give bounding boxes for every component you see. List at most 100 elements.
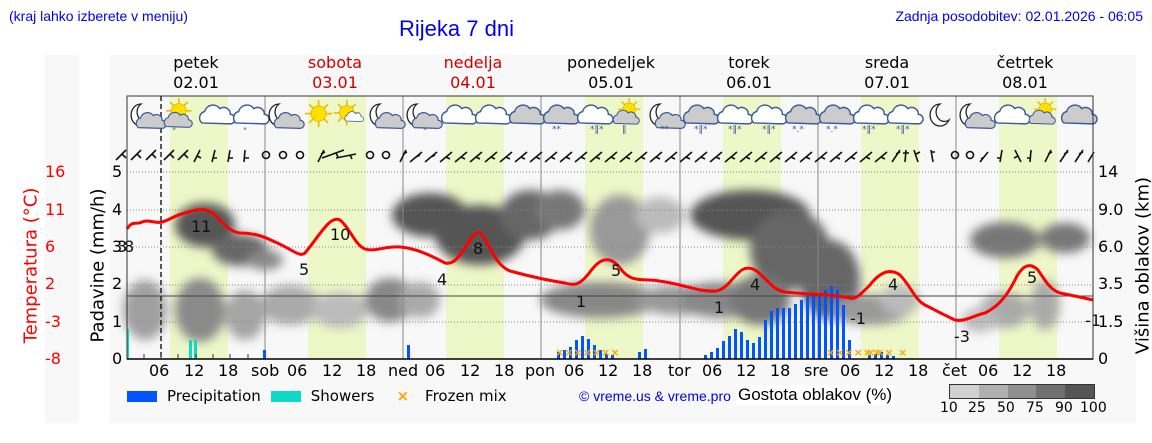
temp-tick: 2 xyxy=(45,274,56,293)
precip-tick: 2 xyxy=(112,274,123,293)
svg-text:*‖*: *‖* xyxy=(694,125,708,135)
svg-text:*‖*: *‖* xyxy=(728,125,742,135)
density-tick: 100 xyxy=(1080,400,1107,416)
legend-showers: Showers xyxy=(310,387,375,405)
x-minor-ticks xyxy=(143,354,249,359)
x-tick: 12 xyxy=(184,361,205,380)
svg-text:××××××: ×××××× xyxy=(826,346,881,359)
svg-text:5: 5 xyxy=(299,260,309,279)
cloud-tick: 14 xyxy=(1098,162,1119,181)
density-10-25 xyxy=(950,385,979,398)
precip-tick: 5 xyxy=(112,162,123,181)
x-tick: 18 xyxy=(356,361,377,380)
svg-text:5: 5 xyxy=(611,261,621,280)
density-90-100 xyxy=(1065,385,1094,398)
density-tick: 50 xyxy=(997,400,1015,416)
precip-tick: 3 xyxy=(112,237,123,256)
svg-text:10: 10 xyxy=(330,225,350,244)
precipitation-swatch xyxy=(127,390,157,402)
weather-icons-row: " " " ** *‖* ‖ ** *‖* *‖* *‖* *.* *.* *‖* *‖* xyxy=(130,97,1098,137)
svg-text:8: 8 xyxy=(473,239,483,258)
svg-text:11: 11 xyxy=(191,217,211,236)
temp-tick: 16 xyxy=(45,162,66,181)
density-50-75 xyxy=(1007,385,1037,398)
day-headers: petek 02.01 sobota 03.01 nedelja 04.01 pone… xyxy=(127,53,1093,93)
svg-text:4: 4 xyxy=(750,275,760,294)
x-tick: 18 xyxy=(494,361,515,380)
location-hint-link[interactable]: (kraj lahko izberete v meniju) xyxy=(9,8,188,24)
x-tick: 06 xyxy=(564,361,585,380)
svg-text:×××××××: ××××××× xyxy=(555,346,620,359)
cloud-tick: 3.5 xyxy=(1098,274,1124,293)
day-header-tue: torek 06.01 xyxy=(726,53,772,92)
temperature-labels: 3 8 11 5 10 4 8 1 5 1 4 -1 4 -3 5 -1 xyxy=(117,217,1101,346)
svg-text:‖: ‖ xyxy=(622,125,627,135)
temp-tick: 11 xyxy=(45,200,66,219)
day-header-mon: ponedeljek 05.01 xyxy=(567,53,655,92)
day-header-sun: nedelja 04.01 xyxy=(443,53,503,92)
svg-text:": " xyxy=(172,127,176,137)
svg-text:8: 8 xyxy=(124,237,134,256)
density-tick: 10 xyxy=(940,400,958,416)
x-tick: sre xyxy=(804,361,829,380)
svg-text:*.*: *.* xyxy=(826,125,838,135)
x-tick: 06 xyxy=(978,361,999,380)
x-tick: 12 xyxy=(460,361,481,380)
temp-tick: -3 xyxy=(45,312,61,331)
precip-tick: 0 xyxy=(112,349,123,368)
wind-barbs-row xyxy=(115,149,1095,163)
cloud-tick: 0 xyxy=(1098,349,1109,368)
precip-tick: 4 xyxy=(112,200,123,219)
x-tick: 06 xyxy=(425,361,446,380)
svg-text:**: ** xyxy=(552,125,562,135)
precip-axis-label: Padavine (mm/h) xyxy=(87,188,109,343)
frozen-mix-markers: ××××××× ×××××× ××× × xyxy=(555,346,907,359)
x-tick: 18 xyxy=(770,361,791,380)
x-tick: 18 xyxy=(1046,361,1067,380)
svg-text:5: 5 xyxy=(1027,268,1037,287)
page-title: Rijeka 7 dni xyxy=(399,16,514,41)
cloud-density-title: Gostota oblakov (%) xyxy=(736,385,895,405)
svg-text:×: × xyxy=(898,346,907,359)
x-tick: 18 xyxy=(632,361,653,380)
cloud-tick: 1.5 xyxy=(1098,312,1124,331)
svg-text:*‖*: *‖* xyxy=(762,125,776,135)
x-tick: 06 xyxy=(840,361,861,380)
cloud-axis-label-wrap: Višina oblakov (km) xyxy=(1128,170,1152,360)
temperature-axis-panel xyxy=(45,55,79,423)
day-header-wed: sreda 07.01 xyxy=(864,53,910,92)
frozen-mix-icon: × xyxy=(396,387,410,405)
svg-text:*‖*: *‖* xyxy=(862,125,876,135)
svg-text:*‖*: *‖* xyxy=(590,125,604,135)
day-header-sat: sobota 03.01 xyxy=(307,53,363,92)
x-tick: ned xyxy=(388,361,419,380)
x-tick: 12 xyxy=(1012,361,1033,380)
density-75-90 xyxy=(1036,385,1066,398)
x-tick: 12 xyxy=(322,361,343,380)
legend: Precipitation Showers × Frozen mix xyxy=(127,386,507,406)
x-axis-ticks: 06 12 18 sob 06 12 18 ned 06 12 18 pon 0… xyxy=(127,361,1093,381)
density-tick: 25 xyxy=(968,400,986,416)
x-tick: čet xyxy=(942,361,967,380)
svg-text:1: 1 xyxy=(714,298,724,317)
x-tick: pon xyxy=(525,361,556,380)
svg-text:×××: ××× xyxy=(866,346,894,359)
precipitation-bars xyxy=(263,286,895,359)
temp-tick: 6 xyxy=(45,237,56,256)
temperature-line xyxy=(125,208,1094,322)
cloud-tick: 9.0 xyxy=(1098,200,1124,219)
density-25-50 xyxy=(978,385,1008,398)
svg-text:*‖*: *‖* xyxy=(896,125,910,135)
svg-text:": " xyxy=(243,127,247,137)
day-header-fri: petek 02.01 xyxy=(173,53,219,92)
svg-text:-3: -3 xyxy=(954,327,970,346)
precip-axis-label-wrap: Padavine (mm/h) xyxy=(70,180,109,360)
copyright-link[interactable]: © vreme.us & vreme.pro xyxy=(579,388,731,404)
temp-tick: -8 xyxy=(45,349,61,368)
density-tick: 75 xyxy=(1026,400,1044,416)
showers-swatch xyxy=(270,390,301,402)
grid-lines xyxy=(127,171,1093,323)
last-update-text: Zadnja posodobitev: 02.01.2026 - 06:05 xyxy=(895,8,1143,24)
cloud-axis-label: Višina oblakov (km) xyxy=(1132,176,1152,355)
